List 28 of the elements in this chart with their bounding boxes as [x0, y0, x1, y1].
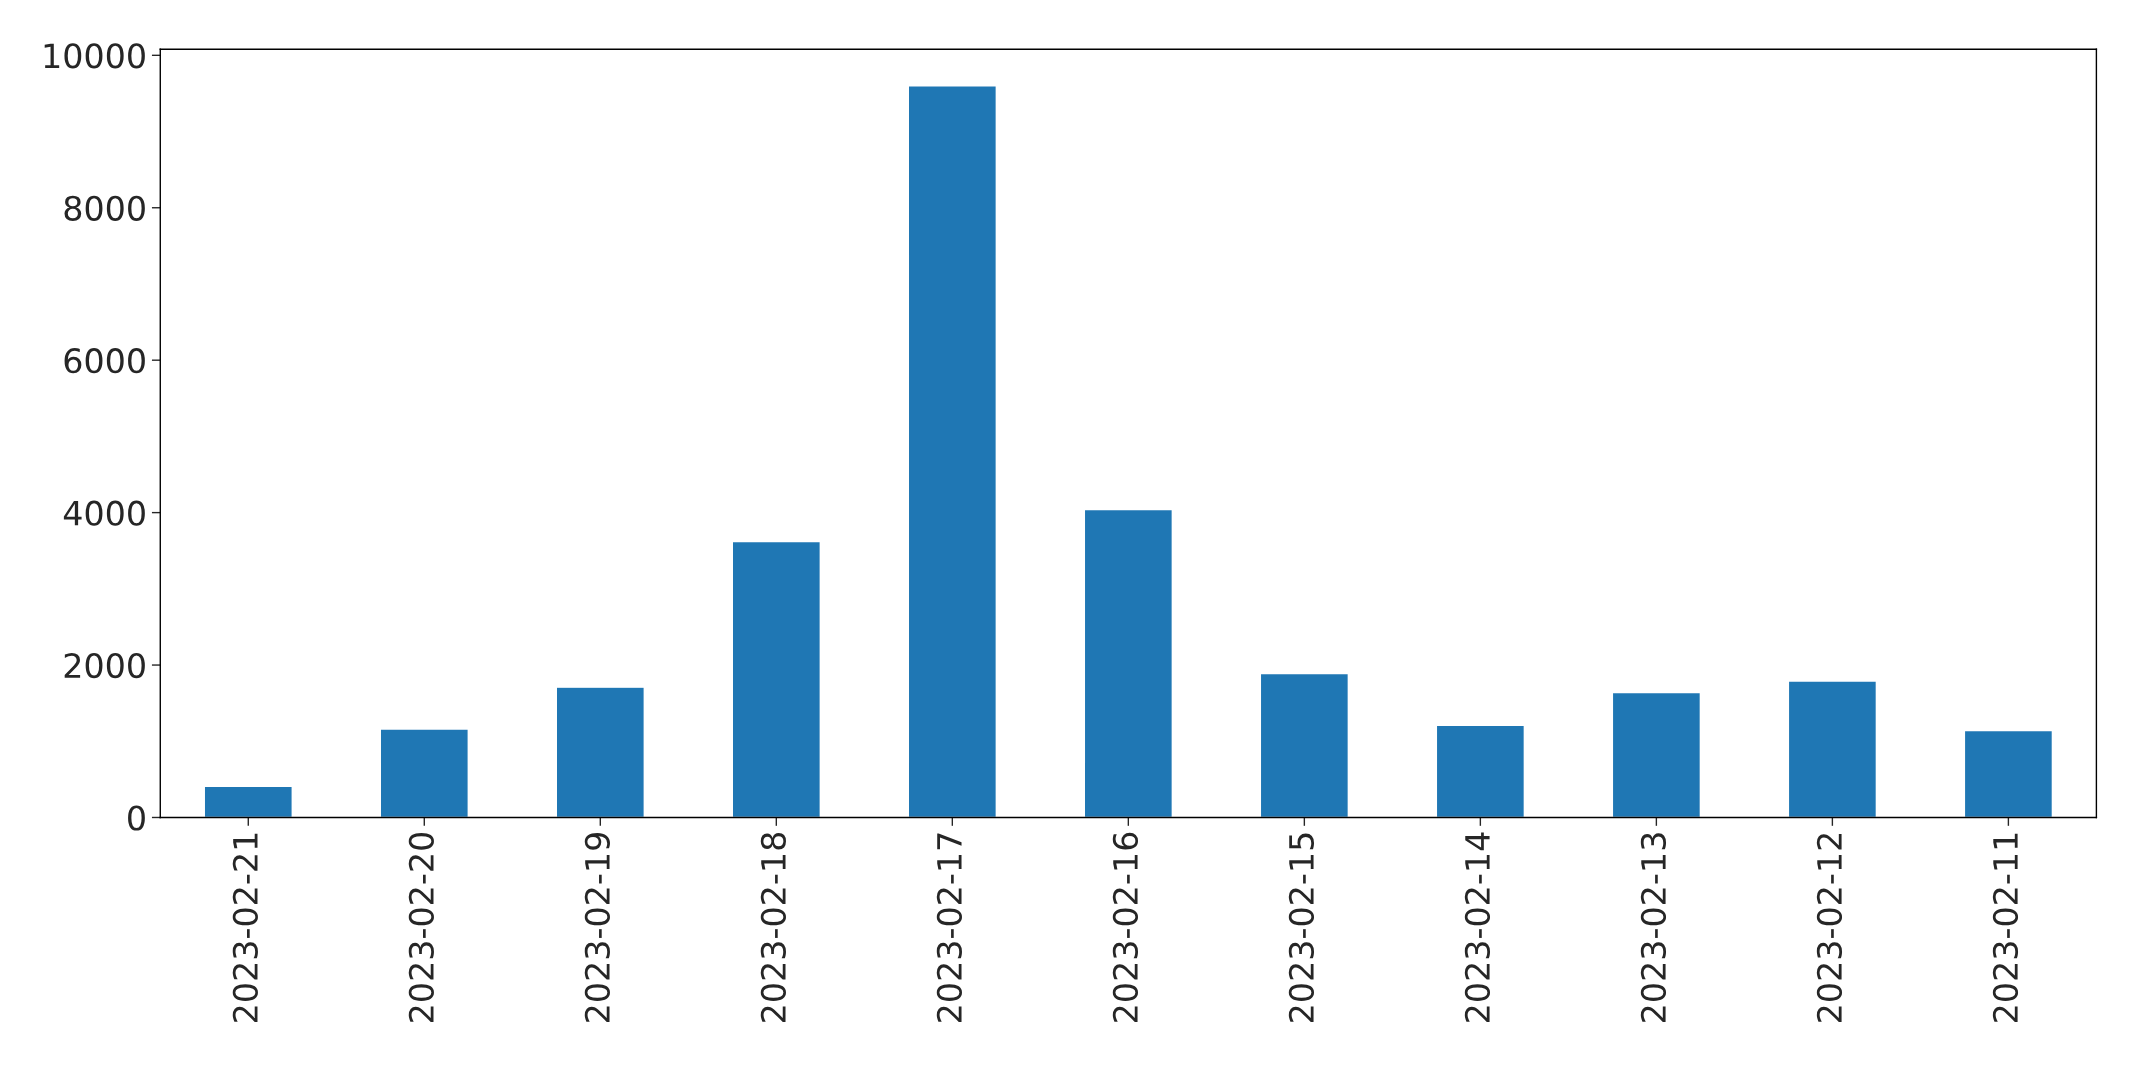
bar — [1963, 729, 2054, 818]
bar — [907, 85, 998, 818]
x-tick-label: 2023-02-15 — [1288, 833, 1315, 1022]
y-tick-label: 4000 — [63, 500, 145, 526]
x-tick-label: 2023-02-19 — [584, 833, 610, 1022]
bar — [555, 686, 646, 818]
bar — [1435, 724, 1526, 818]
x-tick-label: 2023-02-17 — [936, 833, 962, 1022]
x-tick-label: 2023-02-16 — [1112, 832, 1139, 1022]
x-tick-label: 2023-02-12 — [1816, 834, 1843, 1022]
bar — [1787, 680, 1878, 818]
bar — [1259, 672, 1350, 818]
x-tick-label: 2023-02-13 — [1640, 833, 1667, 1022]
bar — [1611, 691, 1702, 818]
y-tick-label: 6000 — [64, 348, 145, 374]
bar — [1083, 508, 1174, 818]
x-tick-label: 2023-02-14 — [1464, 832, 1491, 1022]
y-tick-label: 0 — [128, 805, 145, 831]
x-tick-label: 2023-02-18 — [760, 832, 786, 1022]
y-tick-label: 2000 — [64, 652, 145, 679]
x-tick-label: 2023-02-21 — [232, 833, 258, 1022]
bar — [203, 785, 293, 818]
y-tick-label: 10000 — [44, 43, 145, 69]
y-tick-label: 8000 — [64, 195, 145, 221]
x-tick-label: 2023-02-11 — [1992, 833, 2019, 1022]
x-tick-label: 2023-02-20 — [408, 832, 434, 1022]
bar — [731, 540, 822, 818]
bar — [379, 728, 469, 818]
